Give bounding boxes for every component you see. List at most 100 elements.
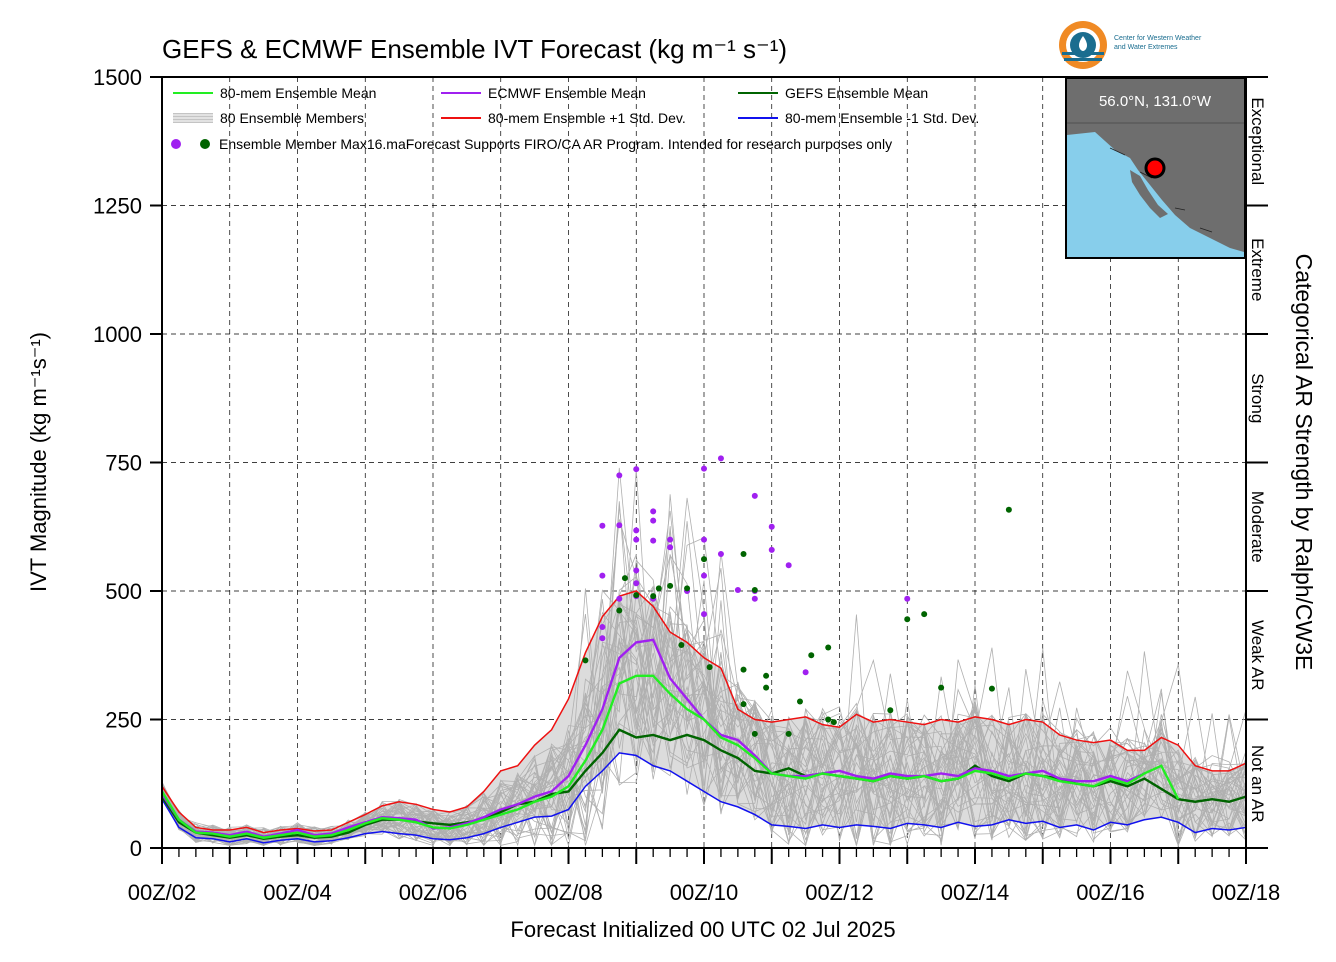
y-tick-label: 500 xyxy=(105,579,142,604)
80-mem-ensemble-1-std-dev-line xyxy=(161,752,1247,844)
gefs-member-max-dot xyxy=(678,641,685,648)
category-label: Weak AR xyxy=(1248,620,1267,691)
legend-label: 80-mem Ensemble Mean xyxy=(220,85,376,101)
logo-text-line2: and Water Extremes xyxy=(1114,44,1178,51)
gefs-member-max-dot xyxy=(763,684,770,691)
ecmwf-member-max-dot xyxy=(667,536,674,543)
ecmwf-member-max-dot xyxy=(633,466,640,473)
ecmwf-member-max-dot xyxy=(616,522,623,529)
gefs-member-max-dot xyxy=(830,719,837,726)
gefs-member-max-dot xyxy=(887,707,894,714)
logo-text-line1: Center for Western Weather xyxy=(1114,35,1202,42)
legend-label: 80 Ensemble Members xyxy=(220,110,364,126)
gefs-member-max-dot xyxy=(763,672,770,679)
ecmwf-member-max-dot xyxy=(751,595,758,602)
category-label: Strong xyxy=(1248,373,1267,423)
ecmwf-member-max-dot xyxy=(701,536,707,543)
gefs-ensemble-mean-line xyxy=(160,728,1247,840)
ecmwf-member-max-dot xyxy=(734,586,741,593)
ecmwf-member-max-dot xyxy=(599,635,606,642)
gefs-member-max-dot xyxy=(785,730,792,737)
ecmwf-member-max-dot xyxy=(650,508,657,515)
ecmwf-member-max-dot xyxy=(717,550,724,557)
gefs-member-max-dot xyxy=(796,698,803,705)
y-axis-label: IVT Magnitude (kg m⁻¹s⁻¹) xyxy=(26,332,51,592)
inset-location-label: 56.0°N, 131.0°W xyxy=(1099,93,1212,110)
80-mem-ensemble-mean-line xyxy=(160,674,1180,839)
ecmwf-member-max-dot xyxy=(650,537,657,544)
gefs-member-max-dot xyxy=(650,593,657,600)
gefs-member-max-dot xyxy=(616,607,623,614)
gefs-member-max-dot xyxy=(751,586,758,593)
ensemble-member-line xyxy=(161,599,1247,844)
legend-label: 80-mem Ensemble +1 Std. Dev. xyxy=(488,110,686,126)
ensemble-member-line xyxy=(161,501,1247,845)
legend: 80-mem Ensemble Mean ECMWF Ensemble Mean G… xyxy=(171,85,979,152)
ecmwf-member-max-dot xyxy=(701,465,707,472)
ar-category-axis: Not an AR Weak AR Moderate Strong Extreme Exc… xyxy=(1246,76,1268,849)
ensemble-member-line xyxy=(161,467,1247,846)
ecmwf-member-max-dot xyxy=(768,546,775,553)
ensemble-member-lines xyxy=(161,467,1247,848)
y-tick-label: 1500 xyxy=(93,65,142,90)
x-tick-label: 00Z/10 xyxy=(670,880,739,905)
gefs-member-max-dot xyxy=(988,685,995,692)
gefs-member-max-dot xyxy=(633,592,640,599)
ecmwf-member-max-dot xyxy=(751,492,758,499)
ecmwf-member-max-dot xyxy=(599,522,606,529)
gefs-member-max-dot xyxy=(825,716,832,723)
category-label: Exceptional xyxy=(1248,97,1267,185)
y-tick-label: 1250 xyxy=(93,194,142,219)
ensemble-spread-shading xyxy=(162,591,1246,843)
cw3e-logo: Center for Western Weather and Water Ext… xyxy=(1059,21,1202,69)
ecmwf-member-max-dot xyxy=(785,562,792,569)
ecmwf-member-max-dot xyxy=(904,595,911,602)
gefs-member-max-dot xyxy=(904,616,911,623)
ecmwf-member-max-dot xyxy=(650,517,657,524)
gefs-member-max-dot xyxy=(740,666,747,673)
x-tick-label: 00Z/06 xyxy=(399,880,468,905)
gefs-member-max-dot xyxy=(667,582,674,589)
ecmwf-member-max-dot xyxy=(599,572,606,579)
gefs-member-max-dot xyxy=(684,585,691,592)
gefs-member-max-dot xyxy=(938,684,945,691)
gefs-member-max-dot xyxy=(921,611,928,618)
gefs-member-max-dot xyxy=(582,657,589,664)
gefs-member-max-dot xyxy=(621,575,628,582)
x-tick-label: 00Z/12 xyxy=(805,880,874,905)
chart-title: GEFS & ECMWF Ensemble IVT Forecast (kg m… xyxy=(162,34,787,64)
legend-dots-label: Ensemble Member Max16.maForecast Support… xyxy=(219,136,892,152)
ecmwf-member-max-dot xyxy=(633,580,640,587)
gefs-member-max-dot xyxy=(751,730,758,737)
gefs-member-max-dot xyxy=(706,664,713,671)
ecmwf-member-max-dot xyxy=(633,536,640,543)
category-axis-title: Categorical AR Strength by Ralph/CW3E xyxy=(1291,254,1317,671)
member-max-dots xyxy=(582,455,1012,737)
ecmwf-member-max-dot xyxy=(633,567,640,574)
x-tick-label: 00Z/04 xyxy=(263,880,332,905)
category-label: Extreme xyxy=(1248,238,1267,301)
ecmwf-ensemble-mean-line xyxy=(160,638,1145,838)
ecmwf-member-max-dot xyxy=(633,527,640,534)
gefs-member-max-dot xyxy=(808,652,815,659)
ecmwf-member-max-dot xyxy=(616,595,623,602)
gefs-member-max-dot xyxy=(740,701,747,708)
legend-label: GEFS Ensemble Mean xyxy=(785,85,928,101)
location-inset-map: 56.0°N, 131.0°W xyxy=(1065,77,1246,259)
x-tick-label: 00Z/02 xyxy=(128,880,197,905)
y-tick-label: 0 xyxy=(130,836,142,861)
gefs-member-max-dot xyxy=(740,550,747,557)
gefs-member-max-dot xyxy=(701,556,707,563)
legend-gefs-dot xyxy=(200,139,210,149)
gefs-member-max-dot xyxy=(825,644,832,651)
x-tick-label: 00Z/08 xyxy=(534,880,603,905)
y-tick-label: 250 xyxy=(105,708,142,733)
ecmwf-member-max-dot xyxy=(768,523,775,530)
ecmwf-member-max-dot xyxy=(802,669,809,676)
ecmwf-member-max-dot xyxy=(701,572,707,579)
legend-label: 80-mem Ensemble -1 Std. Dev. xyxy=(785,110,979,126)
ecmwf-member-max-dot xyxy=(599,623,606,630)
x-tick-label: 00Z/18 xyxy=(1212,880,1281,905)
y-tick-label: 750 xyxy=(105,451,142,476)
